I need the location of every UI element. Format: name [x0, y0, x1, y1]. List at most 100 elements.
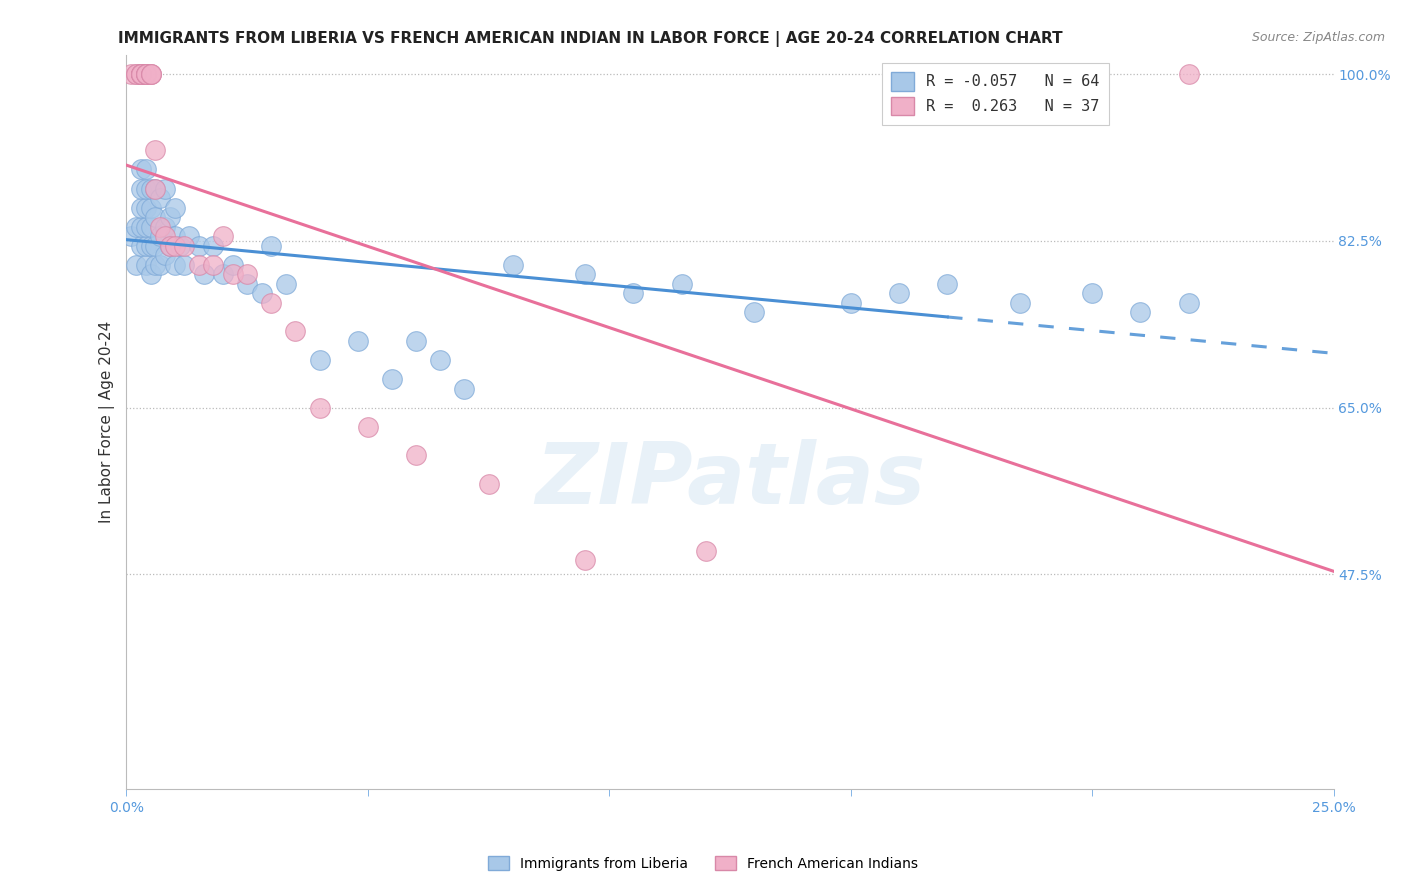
Point — [250, 286, 273, 301]
Point — [163, 238, 186, 252]
Point — [1008, 296, 1031, 310]
Point — [139, 67, 162, 81]
Point — [125, 67, 148, 81]
Point — [936, 277, 959, 291]
Point — [163, 201, 186, 215]
Point — [695, 543, 717, 558]
Point — [149, 258, 172, 272]
Text: Source: ZipAtlas.com: Source: ZipAtlas.com — [1251, 31, 1385, 45]
Point — [502, 258, 524, 272]
Point — [135, 67, 157, 81]
Point — [120, 67, 142, 81]
Point — [574, 267, 596, 281]
Point — [236, 267, 259, 281]
Point — [129, 162, 152, 177]
Point — [139, 267, 162, 281]
Point — [347, 334, 370, 348]
Legend: Immigrants from Liberia, French American Indians: Immigrants from Liberia, French American… — [482, 850, 924, 876]
Point — [357, 419, 380, 434]
Point — [671, 277, 693, 291]
Point — [159, 210, 181, 224]
Point — [135, 67, 157, 81]
Point — [308, 401, 330, 415]
Point — [135, 67, 157, 81]
Point — [149, 229, 172, 244]
Point — [139, 219, 162, 234]
Point — [125, 67, 148, 81]
Point — [179, 229, 201, 244]
Point — [120, 229, 142, 244]
Point — [145, 144, 167, 158]
Point — [145, 258, 167, 272]
Point — [139, 67, 162, 81]
Point — [221, 258, 243, 272]
Point — [429, 353, 451, 368]
Point — [149, 219, 172, 234]
Point — [129, 67, 152, 81]
Point — [153, 248, 176, 262]
Point — [477, 476, 499, 491]
Point — [129, 67, 152, 81]
Point — [169, 238, 191, 252]
Point — [135, 181, 157, 195]
Point — [221, 267, 243, 281]
Point — [125, 258, 148, 272]
Point — [159, 238, 181, 252]
Point — [308, 353, 330, 368]
Point — [212, 267, 235, 281]
Point — [173, 258, 195, 272]
Point — [129, 67, 152, 81]
Point — [153, 181, 176, 195]
Point — [202, 238, 225, 252]
Point — [129, 67, 152, 81]
Point — [125, 219, 148, 234]
Point — [193, 267, 215, 281]
Point — [260, 296, 283, 310]
Point — [145, 181, 167, 195]
Point — [623, 286, 645, 301]
Point — [159, 238, 181, 252]
Point — [129, 238, 152, 252]
Point — [236, 277, 259, 291]
Point — [149, 191, 172, 205]
Point — [135, 162, 157, 177]
Point — [129, 67, 152, 81]
Point — [381, 372, 404, 386]
Point — [260, 238, 283, 252]
Point — [742, 305, 765, 319]
Point — [153, 229, 176, 244]
Point — [163, 229, 186, 244]
Y-axis label: In Labor Force | Age 20-24: In Labor Force | Age 20-24 — [100, 321, 115, 523]
Point — [139, 181, 162, 195]
Point — [1177, 296, 1199, 310]
Point — [129, 219, 152, 234]
Point — [187, 258, 209, 272]
Point — [145, 238, 167, 252]
Text: ZIPatlas: ZIPatlas — [534, 439, 925, 522]
Point — [405, 334, 427, 348]
Point — [139, 238, 162, 252]
Point — [887, 286, 910, 301]
Point — [574, 553, 596, 567]
Point — [453, 382, 475, 396]
Point — [145, 181, 167, 195]
Point — [145, 210, 167, 224]
Point — [284, 325, 307, 339]
Point — [139, 67, 162, 81]
Point — [129, 201, 152, 215]
Point — [135, 238, 157, 252]
Point — [202, 258, 225, 272]
Point — [153, 219, 176, 234]
Point — [163, 258, 186, 272]
Point — [1081, 286, 1104, 301]
Point — [405, 448, 427, 462]
Point — [129, 181, 152, 195]
Point — [187, 238, 209, 252]
Point — [129, 67, 152, 81]
Point — [135, 201, 157, 215]
Point — [274, 277, 297, 291]
Point — [135, 219, 157, 234]
Point — [1177, 67, 1199, 81]
Point — [1129, 305, 1152, 319]
Text: IMMIGRANTS FROM LIBERIA VS FRENCH AMERICAN INDIAN IN LABOR FORCE | AGE 20-24 COR: IMMIGRANTS FROM LIBERIA VS FRENCH AMERIC… — [118, 31, 1063, 47]
